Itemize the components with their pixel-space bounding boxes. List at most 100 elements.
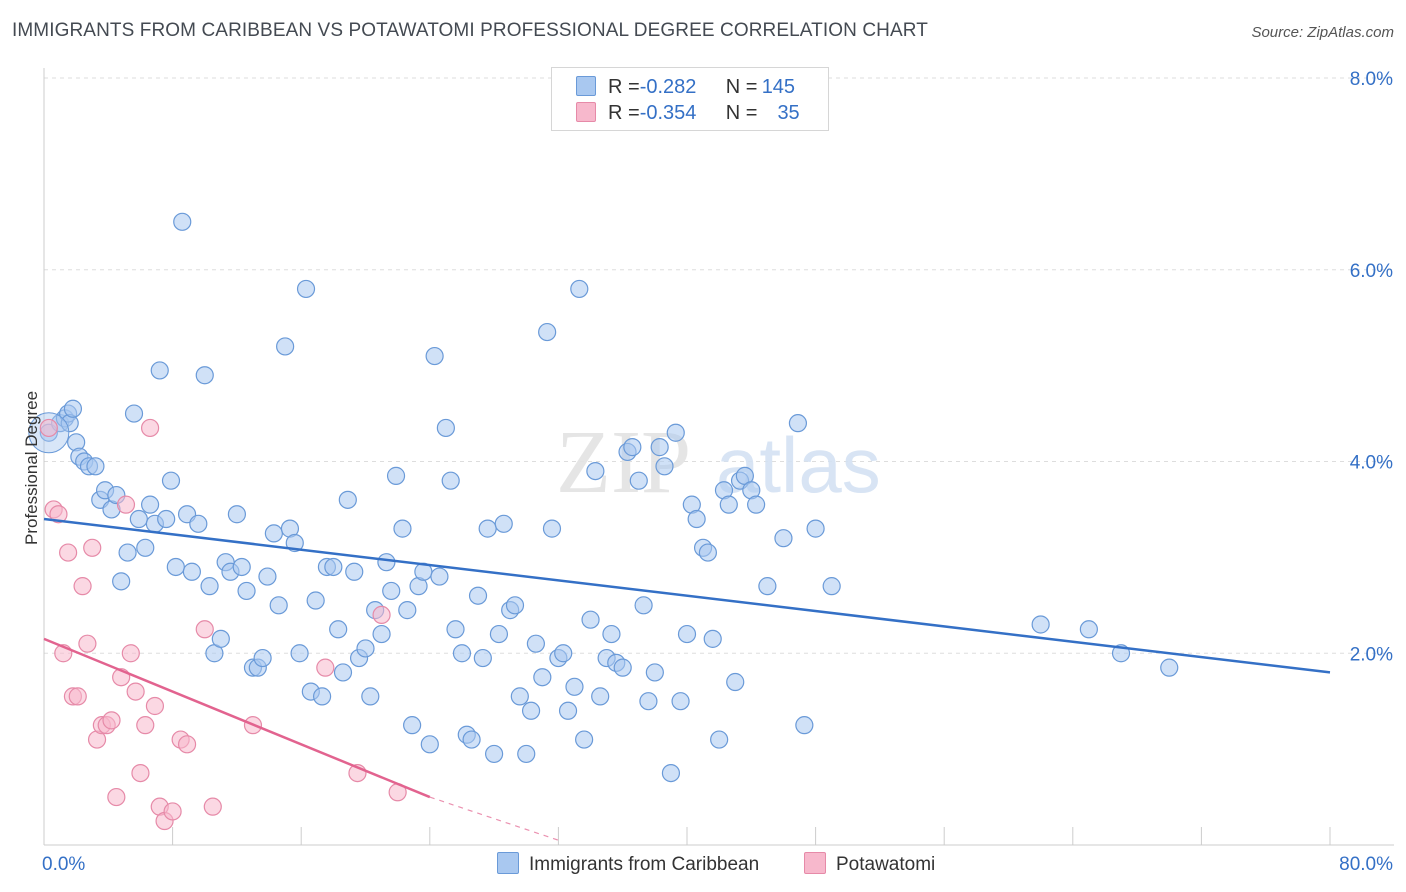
caribbean-point: [306, 591, 325, 610]
potawatomi-point: [49, 505, 68, 524]
caribbean-point: [420, 735, 439, 754]
potawatomi-point: [316, 658, 335, 677]
legend-n-value: 35: [777, 102, 800, 124]
caribbean-point: [290, 644, 309, 663]
legend-swatch-potawatomi: [804, 852, 826, 874]
caribbean-point: [485, 744, 504, 764]
legend-n-label: N =: [725, 102, 758, 124]
caribbean-point: [200, 577, 219, 596]
caribbean-point: [703, 629, 722, 648]
caribbean-point: [510, 687, 529, 706]
potawatomi-point: [39, 418, 58, 438]
potawatomi-point: [372, 605, 391, 625]
caribbean-point: [698, 543, 717, 562]
y-tick-label: 6.0%: [1350, 261, 1393, 282]
potawatomi-trend-extension: [429, 796, 559, 841]
legend-r-value: -0.282: [639, 76, 697, 98]
potawatomi-point: [140, 418, 160, 438]
caribbean-point: [623, 438, 642, 457]
caribbean-point: [140, 495, 160, 514]
caribbean-point: [639, 692, 658, 711]
caribbean-point: [232, 557, 251, 577]
caribbean-point: [565, 677, 584, 696]
caribbean-point: [253, 648, 272, 668]
caribbean-point: [386, 466, 406, 485]
caribbean-point: [650, 438, 669, 457]
potawatomi-points: [39, 418, 407, 831]
caribbean-point: [758, 577, 777, 596]
potawatomi-point: [78, 634, 97, 653]
potawatomi-point: [177, 735, 197, 754]
watermark-atlas: atlas: [716, 421, 881, 509]
caribbean-point: [710, 730, 729, 749]
caribbean-point: [136, 538, 155, 557]
caribbean-point: [666, 423, 685, 442]
caribbean-point: [505, 596, 525, 615]
caribbean-point: [63, 399, 83, 418]
caribbean-point: [356, 639, 375, 658]
caribbean-point: [677, 624, 697, 644]
caribbean-point: [269, 596, 288, 615]
caribbean-point: [118, 543, 137, 562]
caribbean-point: [517, 744, 536, 764]
legend-label-caribbean: Immigrants from Caribbean: [529, 854, 760, 875]
caribbean-point: [189, 514, 208, 533]
caribbean-point: [129, 509, 148, 529]
potawatomi-point: [102, 711, 121, 730]
caribbean-point: [726, 672, 745, 692]
caribbean-point: [1079, 620, 1098, 639]
potawatomi-point: [145, 696, 165, 716]
caribbean-point: [473, 648, 492, 668]
x-tick-label: 0.0%: [42, 854, 85, 875]
caribbean-point: [372, 624, 391, 644]
caribbean-point: [774, 529, 793, 548]
caribbean-point: [462, 730, 481, 749]
caribbean-point: [452, 644, 472, 663]
caribbean-point: [1160, 658, 1179, 677]
caribbean-point: [446, 620, 465, 639]
potawatomi-point: [68, 687, 87, 706]
caribbean-point: [237, 581, 256, 601]
caribbean-point: [558, 701, 578, 720]
legend-label-potawatomi: Potawatomi: [836, 854, 936, 875]
caribbean-point: [345, 562, 364, 581]
chart-title: IMMIGRANTS FROM CARIBBEAN VS POTAWATOMI …: [12, 20, 928, 41]
caribbean-point: [671, 692, 690, 711]
caribbean-point: [542, 519, 562, 538]
caribbean-point: [324, 557, 343, 577]
caribbean-point: [338, 490, 357, 509]
y-tick-label: 8.0%: [1350, 69, 1393, 90]
caribbean-point: [533, 668, 552, 687]
caribbean-point: [613, 658, 632, 677]
tick-labels: 2.0% 4.0% 6.0% 8.0% 0.0% 80.0%: [42, 69, 1393, 875]
legend-r-value: -0.354: [639, 102, 697, 124]
legend-swatch-caribbean: [576, 76, 596, 96]
caribbean-point: [1031, 615, 1050, 634]
caribbean-point: [806, 519, 825, 538]
potawatomi-point: [131, 763, 150, 783]
caribbean-trend-line: [43, 517, 1331, 674]
potawatomi-point: [203, 797, 222, 816]
caribbean-point: [425, 346, 444, 366]
caribbean-point: [361, 687, 380, 706]
caribbean-point: [296, 279, 316, 299]
caribbean-point: [258, 567, 277, 586]
caribbean-point: [182, 562, 201, 581]
caribbean-point: [86, 457, 105, 476]
legend-r-label: R =: [608, 102, 640, 124]
legend-row-caribbean: R = -0.282 N = 145: [576, 76, 795, 100]
caribbean-point: [398, 601, 417, 620]
source-credit: Source: ZipAtlas.com: [1251, 24, 1394, 41]
caribbean-point: [211, 629, 230, 648]
potawatomi-trend-line: [43, 637, 431, 799]
caribbean-point: [661, 763, 681, 783]
caribbean-points: [28, 212, 1179, 783]
caribbean-point: [173, 212, 192, 231]
y-tick-label: 2.0%: [1350, 644, 1393, 665]
legend-row-potawatomi: R = -0.354 N = 35: [576, 102, 800, 126]
caribbean-point: [157, 509, 176, 529]
caribbean-point: [687, 509, 706, 529]
caribbean-point: [747, 495, 766, 514]
legend-item-potawatomi: Potawatomi: [804, 852, 935, 876]
caribbean-point: [591, 687, 610, 706]
